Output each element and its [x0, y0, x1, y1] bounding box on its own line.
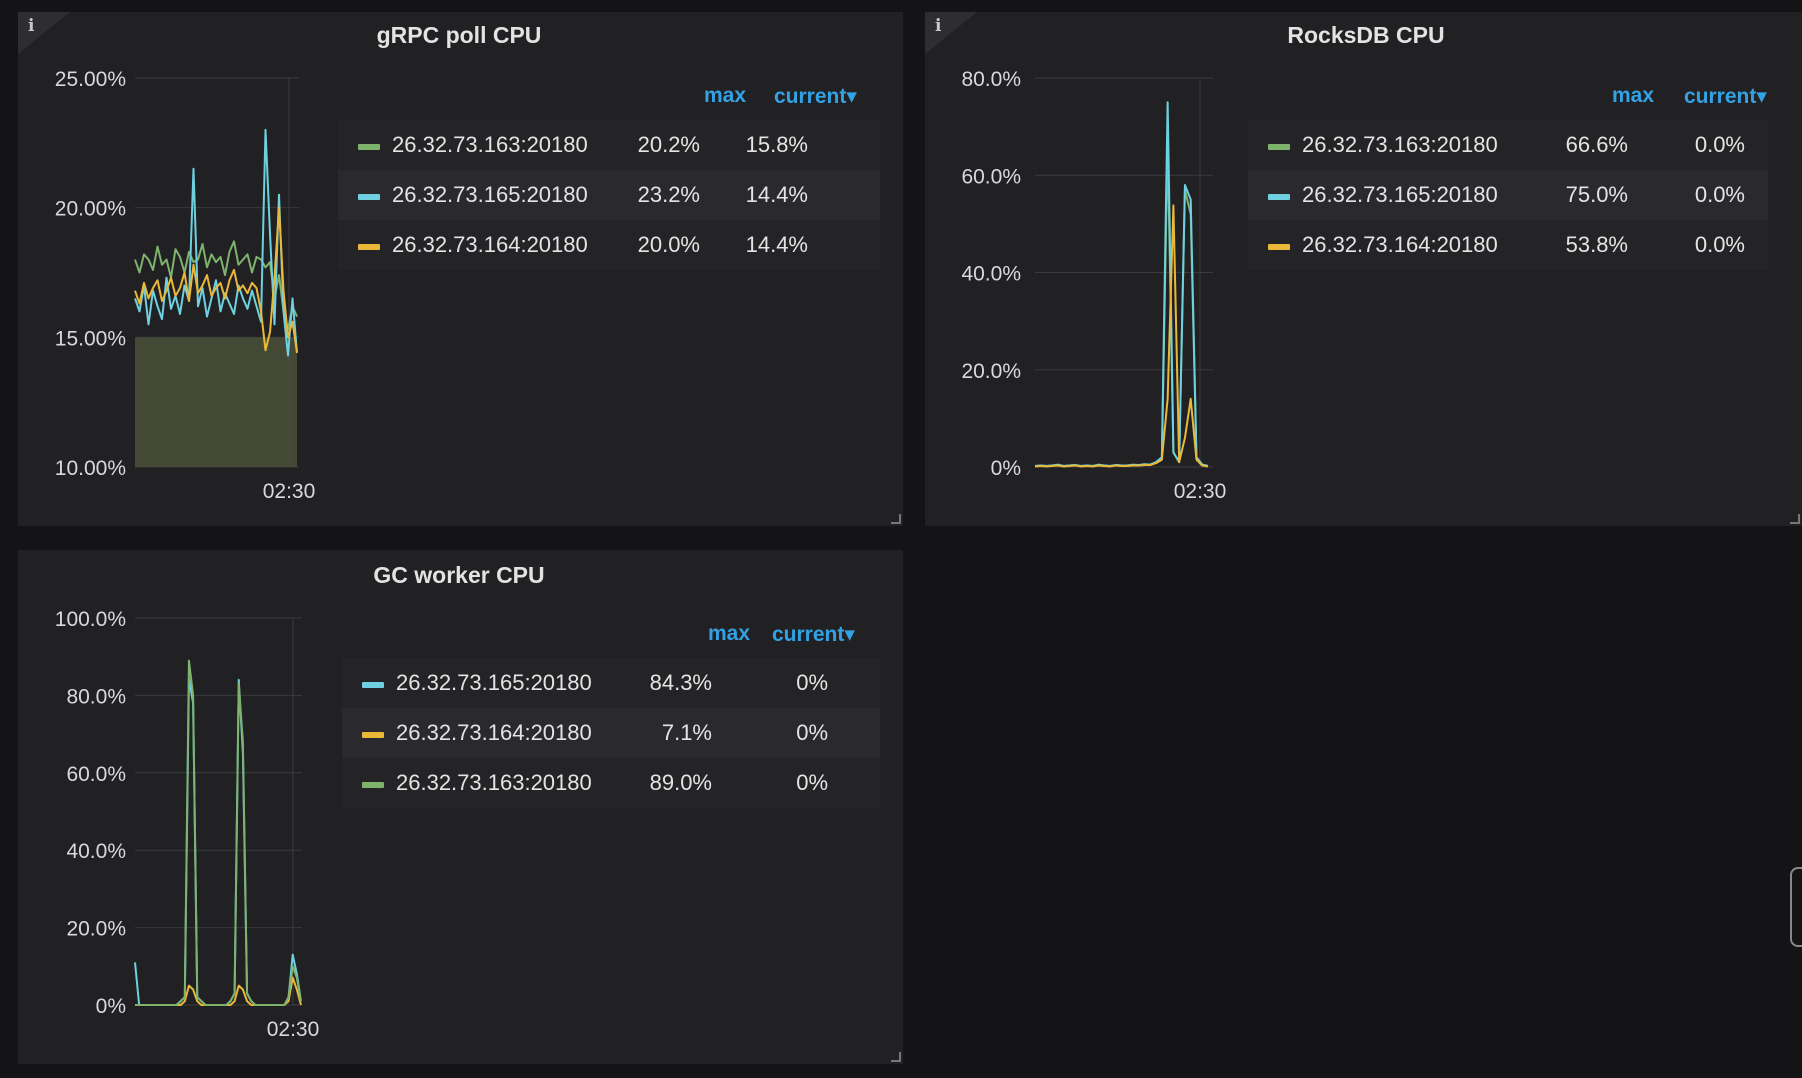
- series-current-value: 0.0%: [1694, 132, 1745, 157]
- chart-grpc-poll-cpu: 25.00% 20.00% 15.00% 10.00% 02:30: [55, 68, 316, 503]
- panel-rocksdb-cpu: i RocksDB CPU 80.0% 60.0% 40.0% 20.0% 0% 02:3…: [925, 12, 1802, 526]
- series-current-value: 0%: [796, 670, 828, 695]
- info-icon[interactable]: i: [18, 12, 70, 54]
- legend: max current▾ 26.32.73.163:20180 66.6% 0.0%…: [1248, 76, 1768, 270]
- legend-sort-max[interactable]: max: [1612, 84, 1655, 107]
- y-tick-label: 60.0%: [66, 763, 126, 786]
- series-current-value: 15.8%: [745, 132, 808, 157]
- panel-title[interactable]: gRPC poll CPU: [376, 22, 542, 48]
- series-line: [135, 976, 302, 1006]
- y-tick-label: 100.0%: [55, 608, 126, 631]
- y-tick-label: 10.00%: [55, 457, 126, 480]
- series-max-value: 89.0%: [649, 770, 712, 795]
- panel-title[interactable]: GC worker CPU: [373, 562, 545, 588]
- legend-row[interactable]: 26.32.73.165:20180 84.3% 0%: [342, 658, 880, 708]
- legend-sort-current[interactable]: current▾: [774, 85, 857, 108]
- legend-row[interactable]: 26.32.73.164:20180 53.8% 0.0%: [1248, 220, 1768, 270]
- x-tick-label: 02:30: [1174, 480, 1227, 503]
- y-tick-label: 25.00%: [55, 68, 126, 91]
- series-color-swatch[interactable]: [358, 194, 380, 200]
- resize-handle[interactable]: [891, 514, 901, 524]
- series-color-swatch[interactable]: [362, 782, 384, 788]
- series-name[interactable]: 26.32.73.163:20180: [392, 132, 588, 157]
- series-name[interactable]: 26.32.73.165:20180: [392, 182, 588, 207]
- y-tick-label: 20.00%: [55, 198, 126, 221]
- x-tick-label: 02:30: [267, 1018, 320, 1041]
- legend-row[interactable]: 26.32.73.165:20180 75.0% 0.0%: [1248, 170, 1768, 220]
- series-name[interactable]: 26.32.73.165:20180: [396, 670, 592, 695]
- resize-handle[interactable]: [891, 1052, 901, 1062]
- series-max-value: 75.0%: [1565, 182, 1628, 207]
- panel-title[interactable]: RocksDB CPU: [1287, 22, 1445, 48]
- chart-rocksdb-cpu: 80.0% 60.0% 40.0% 20.0% 0% 02:30: [961, 68, 1227, 503]
- series-name[interactable]: 26.32.73.164:20180: [396, 720, 592, 745]
- legend-row[interactable]: 26.32.73.164:20180 7.1% 0%: [342, 708, 880, 758]
- series-color-swatch[interactable]: [358, 144, 380, 150]
- legend-sort-max[interactable]: max: [708, 622, 751, 645]
- y-tick-label: 15.00%: [55, 327, 126, 350]
- series-current-value: 14.4%: [745, 182, 808, 207]
- y-tick-label: 0%: [991, 457, 1021, 480]
- y-tick-label: 60.0%: [961, 165, 1021, 188]
- series-current-value: 0.0%: [1694, 232, 1745, 257]
- series-max-value: 20.2%: [637, 132, 700, 157]
- y-tick-label: 40.0%: [66, 840, 126, 863]
- legend: max current▾ 26.32.73.165:20180 84.3% 0% 26…: [342, 614, 880, 808]
- series-max-value: 66.6%: [1565, 132, 1628, 157]
- series-area-fill: [135, 337, 297, 467]
- series-color-swatch[interactable]: [362, 682, 384, 688]
- resize-handle[interactable]: [1790, 514, 1800, 524]
- legend-row[interactable]: 26.32.73.164:20180 20.0% 14.4%: [338, 220, 880, 270]
- series-color-swatch[interactable]: [1268, 144, 1290, 150]
- series-max-value: 84.3%: [649, 670, 712, 695]
- series-line: [134, 128, 298, 357]
- y-tick-label: 80.0%: [961, 68, 1021, 91]
- series-name[interactable]: 26.32.73.165:20180: [1302, 182, 1498, 207]
- y-tick-label: 20.0%: [961, 360, 1021, 383]
- panel-gc-worker-cpu: GC worker CPU 100.0% 80.0% 60.0% 40.0% 20.0%…: [18, 550, 903, 1064]
- legend: max current▾ 26.32.73.163:20180 20.2% 15.8…: [338, 76, 880, 270]
- series-line: [134, 677, 302, 1006]
- series-current-value: 0%: [796, 720, 828, 745]
- series-line: [1034, 204, 1209, 468]
- series-name[interactable]: 26.32.73.164:20180: [392, 232, 588, 257]
- series-name[interactable]: 26.32.73.163:20180: [396, 770, 592, 795]
- panel-grpc-poll-cpu: i gRPC poll CPU 25.00% 20.00% 15.00% 10.00%…: [18, 12, 903, 526]
- series-color-swatch[interactable]: [358, 244, 380, 250]
- series-max-value: 20.0%: [637, 232, 700, 257]
- series-max-value: 53.8%: [1565, 232, 1628, 257]
- legend-row[interactable]: 26.32.73.165:20180 23.2% 14.4%: [338, 170, 880, 220]
- series-line: [134, 206, 298, 354]
- series-line: [1034, 101, 1209, 468]
- series-max-value: 7.1%: [661, 720, 712, 745]
- series-name[interactable]: 26.32.73.163:20180: [1302, 132, 1498, 157]
- legend-sort-max[interactable]: max: [704, 84, 747, 107]
- series-max-value: 23.2%: [637, 182, 700, 207]
- series-name[interactable]: 26.32.73.164:20180: [1302, 232, 1498, 257]
- chart-gc-worker-cpu: 100.0% 80.0% 60.0% 40.0% 20.0% 0% 02:30: [55, 608, 320, 1041]
- legend-row[interactable]: 26.32.73.163:20180 89.0% 0%: [342, 758, 880, 808]
- y-tick-label: 20.0%: [66, 918, 126, 941]
- series-color-swatch[interactable]: [1268, 194, 1290, 200]
- series-current-value: 0%: [796, 770, 828, 795]
- series-color-swatch[interactable]: [1268, 244, 1290, 250]
- legend-sort-current[interactable]: current▾: [772, 623, 855, 646]
- series-color-swatch[interactable]: [362, 732, 384, 738]
- info-icon[interactable]: i: [925, 12, 977, 54]
- series-line: [134, 240, 298, 331]
- series-current-value: 14.4%: [745, 232, 808, 257]
- legend-row[interactable]: 26.32.73.163:20180 66.6% 0.0%: [1248, 120, 1768, 170]
- legend-row[interactable]: 26.32.73.163:20180 20.2% 15.8%: [338, 120, 880, 170]
- scroll-handle[interactable]: [1790, 867, 1802, 947]
- series-current-value: 0.0%: [1694, 182, 1745, 207]
- series-line: [135, 659, 302, 1006]
- legend-sort-current[interactable]: current▾: [1684, 85, 1767, 108]
- y-tick-label: 80.0%: [66, 685, 126, 708]
- x-tick-label: 02:30: [263, 480, 316, 503]
- y-tick-label: 0%: [96, 995, 126, 1018]
- y-tick-label: 40.0%: [961, 263, 1021, 286]
